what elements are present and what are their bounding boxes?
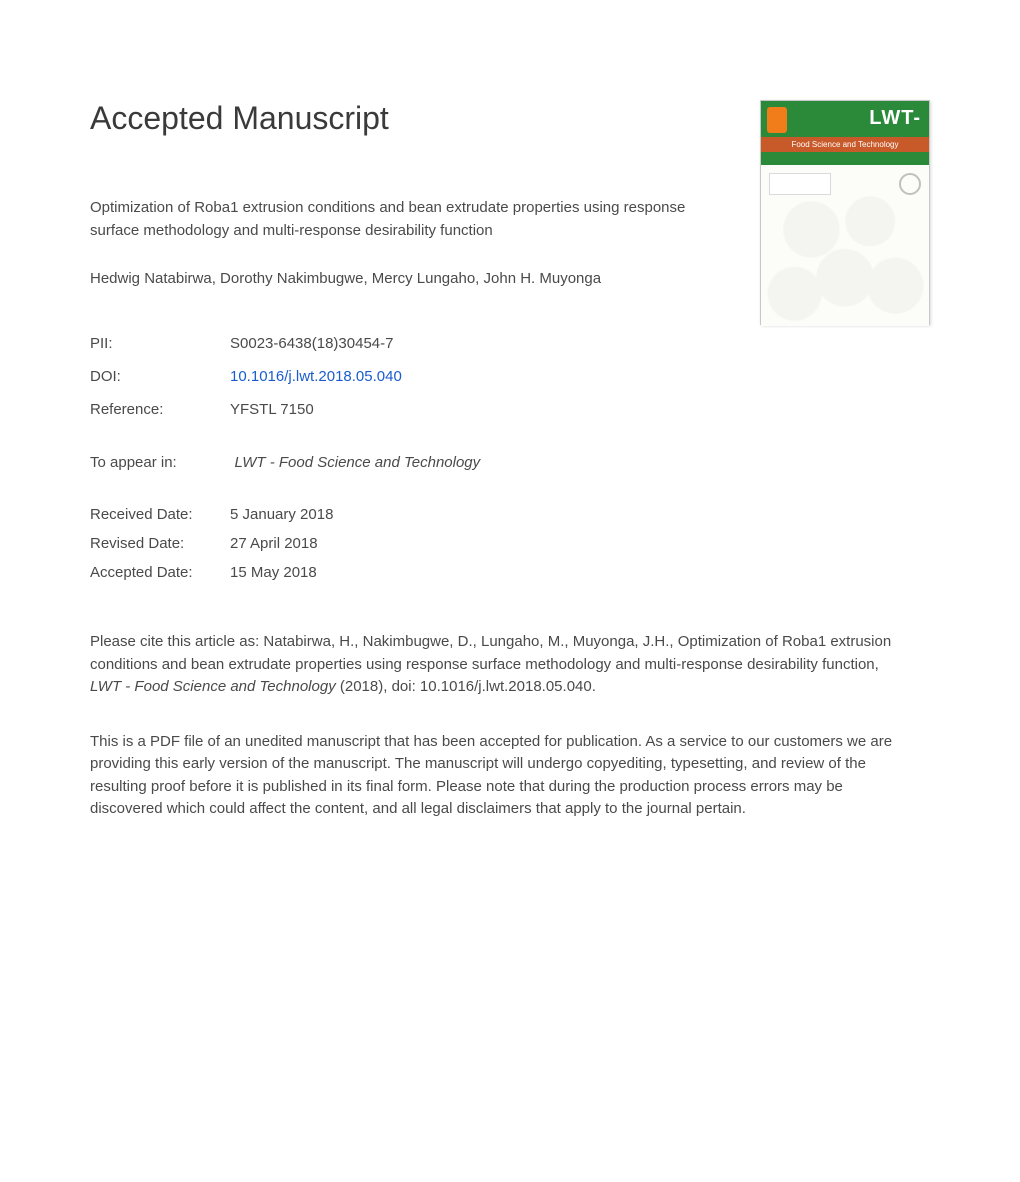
to-appear-journal: LWT - Food Science and Technology (234, 454, 480, 471)
article-title: Optimization of Roba1 extrusion conditio… (90, 197, 710, 242)
reference-row: Reference: YFSTL 7150 (90, 393, 402, 426)
citation-prefix: Please cite this article as: Natabirwa, … (90, 633, 891, 673)
revised-value: 27 April 2018 (230, 529, 333, 558)
citation-suffix: (2018), doi: 10.1016/j.lwt.2018.05.040. (336, 678, 596, 695)
manuscript-page: LWT- Food Science and Technology Accepte… (0, 0, 1020, 913)
reference-label: Reference: (90, 393, 230, 426)
accepted-row: Accepted Date: 15 May 2018 (90, 558, 333, 587)
received-row: Received Date: 5 January 2018 (90, 500, 333, 529)
dates-table: Received Date: 5 January 2018 Revised Da… (90, 500, 333, 587)
metadata-table: PII: S0023-6438(18)30454-7 DOI: 10.1016/… (90, 327, 402, 426)
revised-label: Revised Date: (90, 529, 230, 558)
elsevier-logo-icon (767, 107, 787, 133)
disclaimer-text: This is a PDF file of an unedited manusc… (90, 731, 910, 821)
journal-cover-thumbnail: LWT- Food Science and Technology (760, 100, 930, 325)
cover-journal-subtitle: Food Science and Technology (761, 137, 929, 152)
citation-block: Please cite this article as: Natabirwa, … (90, 631, 910, 699)
doi-row: DOI: 10.1016/j.lwt.2018.05.040 (90, 360, 402, 393)
doi-label: DOI: (90, 360, 230, 393)
cover-header: LWT- Food Science and Technology (761, 101, 929, 165)
to-appear-row: To appear in: LWT - Food Science and Tec… (90, 454, 930, 472)
to-appear-label: To appear in: (90, 454, 230, 471)
cover-journal-title: LWT- (869, 107, 921, 130)
reference-value: YFSTL 7150 (230, 393, 402, 426)
received-value: 5 January 2018 (230, 500, 333, 529)
accepted-label: Accepted Date: (90, 558, 230, 587)
cover-artwork (761, 165, 929, 326)
revised-row: Revised Date: 27 April 2018 (90, 529, 333, 558)
pii-value: S0023-6438(18)30454-7 (230, 327, 402, 360)
received-label: Received Date: (90, 500, 230, 529)
citation-journal: LWT - Food Science and Technology (90, 678, 336, 695)
doi-link[interactable]: 10.1016/j.lwt.2018.05.040 (230, 368, 402, 385)
accepted-value: 15 May 2018 (230, 558, 333, 587)
pii-label: PII: (90, 327, 230, 360)
pii-row: PII: S0023-6438(18)30454-7 (90, 327, 402, 360)
